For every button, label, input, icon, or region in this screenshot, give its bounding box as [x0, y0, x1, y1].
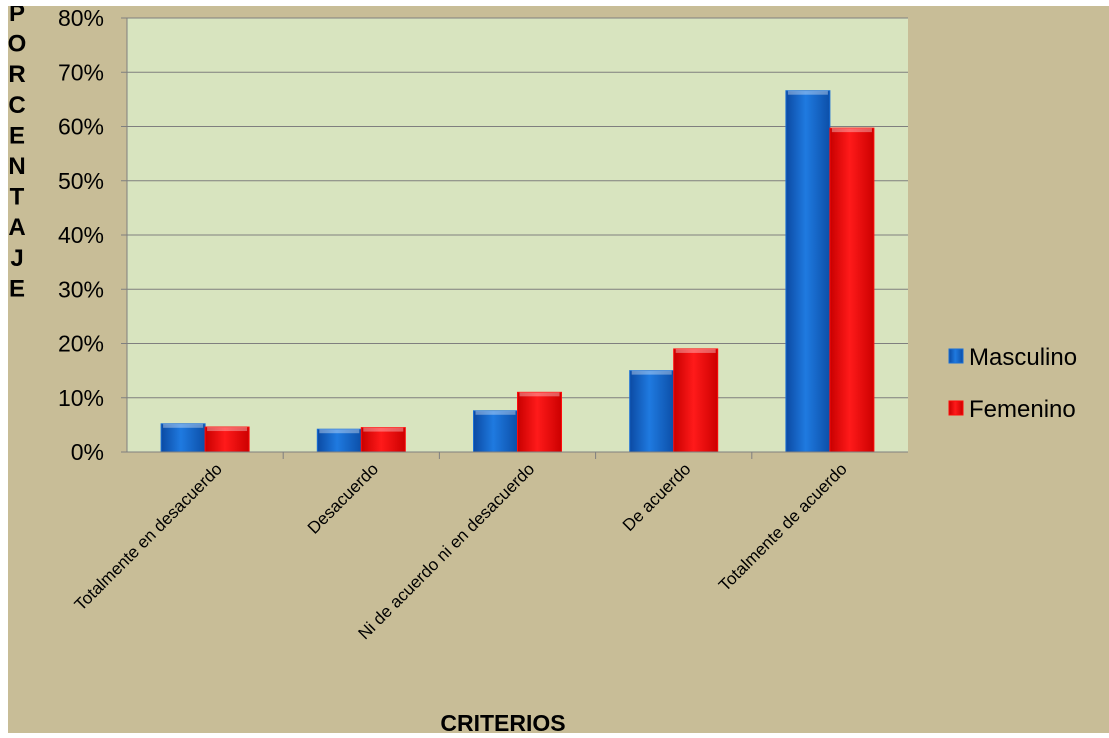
bar-masculino [473, 410, 518, 453]
y-tick-label: 60% [58, 114, 104, 140]
y-tick-label: 10% [58, 385, 104, 411]
y-tick-labels: 0% 10% 20% 30% 40% 50% 60% 70% 80% [58, 5, 104, 465]
legend-label: Femenino [969, 396, 1076, 423]
bar-highlight [787, 90, 828, 95]
chart-container: 0% 10% 20% 30% 40% 50% 60% 70% 80% Totalmente en… [8, 0, 1109, 736]
y-tick-label: 20% [58, 331, 104, 357]
legend-label: Masculino [969, 344, 1077, 371]
legend-swatch [948, 348, 964, 364]
bar-masculino [629, 370, 675, 453]
legend-swatch [948, 400, 964, 416]
bar-highlight [519, 392, 560, 397]
legend-item-masculino[interactable]: Masculino [948, 344, 1077, 371]
y-tick-label: 70% [58, 59, 104, 85]
legend-item-femenino[interactable]: Femenino [948, 396, 1076, 423]
gridlines [127, 17, 908, 399]
axes [121, 17, 908, 459]
y-tick-label: 30% [58, 276, 104, 302]
bar-highlight [163, 423, 204, 428]
bar-highlight [675, 348, 716, 353]
y-tick-label: 40% [58, 222, 104, 248]
bar-chart: 0%10%20%30%40%50%60%70%80% Totalmente en… [8, 0, 1109, 736]
bar-femenino [829, 127, 875, 453]
y-tick-label: 80% [58, 6, 104, 31]
bar-highlight [831, 128, 872, 133]
y-tick-label: 50% [58, 168, 104, 194]
legend: Masculino Femenino [948, 344, 1077, 423]
bar-highlight [207, 427, 248, 432]
bar-highlight [631, 370, 672, 375]
y-tick-label: 0% [71, 439, 104, 465]
bar-masculino [785, 90, 831, 453]
bar-masculino [160, 423, 206, 453]
x-axis-label: CRITERIOS [440, 710, 565, 733]
bar-highlight [363, 427, 404, 432]
bar-highlight [319, 429, 360, 434]
bar-femenino [360, 427, 406, 453]
bar-highlight [475, 410, 516, 415]
bar-femenino [673, 348, 719, 453]
bar-femenino [517, 391, 562, 453]
